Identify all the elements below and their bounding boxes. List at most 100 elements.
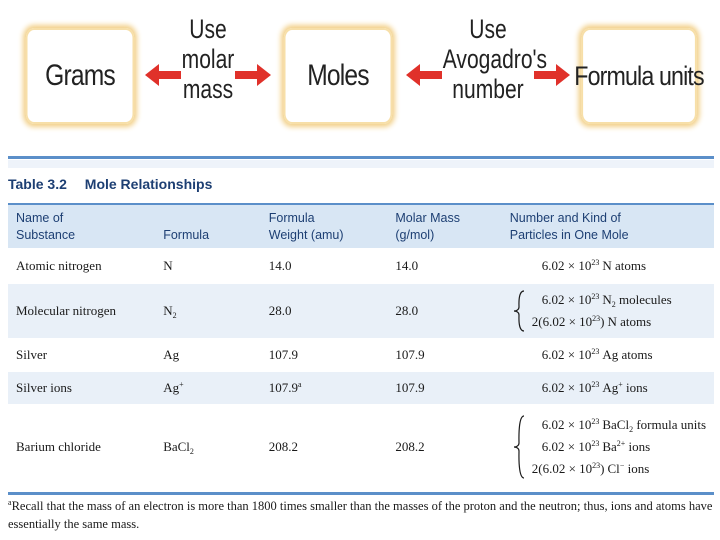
table-row: Molecular nitrogen N2 28.0 28.0 6.02 × 1023 N… — [8, 284, 714, 338]
substance-name: Atomic nitrogen — [16, 258, 102, 273]
table-caption: Table 3.2 Mole Relationships — [8, 176, 212, 192]
cell-molar-mass: 208.2 — [387, 404, 501, 490]
cell-molar-mass: 107.9 — [387, 338, 501, 372]
cell-name: Silver ions — [8, 372, 155, 404]
formula-weight: 14.0 — [268, 258, 292, 273]
formula-base: N — [163, 303, 173, 318]
avogadro-exponent: 23 — [591, 292, 600, 301]
cell-weight: 107.9a — [261, 372, 388, 404]
mole-relationships-table: Name of Substance Formula Formula Weight… — [8, 203, 714, 490]
avogadro-exponent: 23 — [591, 258, 600, 267]
cell-formula: BaCl2 — [155, 404, 261, 490]
table-row: Barium chloride BaCl2 208.2 208.2 6.02 × 102… — [8, 404, 714, 490]
header-name-line2: Substance — [16, 228, 76, 242]
particles-group: 6.02 × 1023 Ag+ ions — [510, 377, 706, 399]
header-weight: Formula Weight (amu) — [260, 203, 388, 248]
grams-label: Grams — [45, 59, 116, 92]
species-name: BaCl — [602, 417, 630, 432]
species-name: Ag — [602, 380, 619, 395]
species-superscript: 2+ — [616, 439, 626, 448]
cell-molar-mass: 14.0 — [387, 248, 501, 284]
multiplier-close: ) — [600, 461, 605, 476]
cell-particles: 6.02 × 1023 N2 molecules 2(6.02 × 1023) N a… — [502, 284, 714, 338]
species-superscript: + — [618, 380, 623, 389]
molar-mass: 14.0 — [395, 258, 419, 273]
substance-name: Molecular nitrogen — [16, 303, 116, 318]
header-molar-mass-line2: (g/mol) — [395, 228, 435, 242]
header-formula-text: Formula — [163, 228, 210, 242]
footnote-marker: a — [8, 498, 12, 507]
header-name-line1: Name of — [16, 211, 64, 225]
multiplier-prefix: 2( — [531, 461, 543, 476]
formula-base: Ag — [163, 380, 180, 395]
molar-mass-note-line3: mass — [182, 74, 234, 104]
table-footnote: aRecall that the mass of an electron is … — [8, 497, 714, 533]
multiplier-prefix: 2( — [531, 314, 543, 329]
avogadro-coefficient: 6.02 × 10 — [542, 314, 593, 329]
particle-kind: formula units — [633, 417, 706, 432]
table-row: Atomic nitrogen N 14.0 14.0 6.02 × 1023 N ato… — [8, 248, 714, 284]
footnote-text: Recall that the mass of an electron is m… — [8, 499, 713, 531]
cell-particles: 6.02 × 1023 Ag+ ions — [502, 372, 714, 404]
formula-subscript: 2 — [172, 311, 177, 320]
particles-group: 6.02 × 1023 N atoms — [510, 255, 706, 277]
particle-lines: 6.02 × 1023 BaCl2 formula units 6.02 × 102… — [510, 414, 706, 480]
header-molar-mass-line1: Molar Mass — [395, 211, 460, 225]
header-name: Name of Substance — [8, 203, 156, 248]
cell-weight: 28.0 — [261, 284, 388, 338]
right-double-arrow-icon — [406, 64, 570, 86]
moles-label: Moles — [307, 59, 369, 92]
header-molar-mass: Molar Mass (g/mol) — [387, 203, 502, 248]
particle-line: 6.02 × 1023 BaCl2 formula units — [532, 414, 706, 436]
avogadro-exponent: 23 — [591, 417, 600, 426]
species-name: N — [602, 258, 612, 273]
formula-units-label: Formula units — [574, 60, 704, 91]
particles-group: 6.02 × 1023 N2 molecules 2(6.02 × 1023) N a… — [510, 289, 706, 333]
particle-lines: 6.02 × 1023 N atoms — [510, 255, 706, 277]
molar-mass-note-line2: molar — [181, 44, 235, 74]
particle-lines: 6.02 × 1023 Ag+ ions — [510, 377, 706, 399]
particle-kind: atoms — [618, 347, 653, 362]
formula-weight: 208.2 — [268, 439, 298, 454]
conversion-flow-diagram: Grams Use molar mass Moles Use Avogadro'… — [0, 0, 720, 150]
species-subscript: 2 — [629, 425, 634, 434]
species-name: N — [607, 314, 617, 329]
cell-formula: Ag+ — [155, 372, 261, 404]
particle-line: 2(6.02 × 1023) Cl− ions — [532, 458, 706, 480]
header-particles-line2: Particles in One Mole — [509, 228, 629, 242]
curly-brace-icon — [513, 415, 525, 479]
avogadro-coefficient: 6.02 × 10 — [541, 439, 592, 454]
particle-line: 6.02 × 1023 N2 molecules — [532, 289, 706, 311]
particle-line: 6.02 × 1023 Ag atoms — [532, 344, 706, 366]
cell-particles: 6.02 × 1023 BaCl2 formula units 6.02 × 102… — [502, 404, 714, 490]
avogadro-note-line2: Avogadro's — [442, 44, 548, 74]
molar-mass: 208.2 — [395, 439, 425, 454]
formula-weight: 107.9 — [268, 347, 298, 362]
table-body: Atomic nitrogen N 14.0 14.0 6.02 × 1023 N ato… — [8, 248, 714, 490]
header-weight-line1: Formula — [268, 211, 315, 225]
particle-kind: molecules — [615, 292, 672, 307]
particles-group: 6.02 × 1023 BaCl2 formula units 6.02 × 102… — [510, 414, 706, 480]
table-number: Table 3.2 — [8, 176, 67, 192]
table-header-row: Name of Substance Formula Formula Weight… — [8, 203, 714, 248]
avogadro-coefficient: 6.02 × 10 — [541, 417, 592, 432]
cell-formula: Ag — [155, 338, 261, 372]
species-name: Ag — [602, 347, 619, 362]
avogadro-exponent: 23 — [591, 439, 600, 448]
formula-weight: 107.9 — [268, 380, 298, 395]
substance-name: Silver ions — [16, 380, 72, 395]
avogadro-exponent: 23 — [591, 347, 600, 356]
molar-mass-note-line1: Use — [189, 14, 227, 44]
particle-kind: atoms — [616, 314, 652, 329]
avogadro-note: Use Avogadro's number — [442, 14, 548, 104]
cell-name: Atomic nitrogen — [8, 248, 155, 284]
avogadro-exponent: 23 — [592, 461, 601, 470]
species-name: Cl — [607, 461, 620, 476]
cell-molar-mass: 107.9 — [387, 372, 501, 404]
table-top-band — [8, 160, 714, 168]
table-row: Silver Ag 107.9 107.9 6.02 × 1023 Ag atoms — [8, 338, 714, 372]
avogadro-note-line1: Use — [469, 14, 507, 44]
formula-base: Ag — [163, 347, 180, 362]
avogadro-exponent: 23 — [592, 314, 601, 323]
particle-line: 6.02 × 1023 N atoms — [532, 255, 706, 277]
